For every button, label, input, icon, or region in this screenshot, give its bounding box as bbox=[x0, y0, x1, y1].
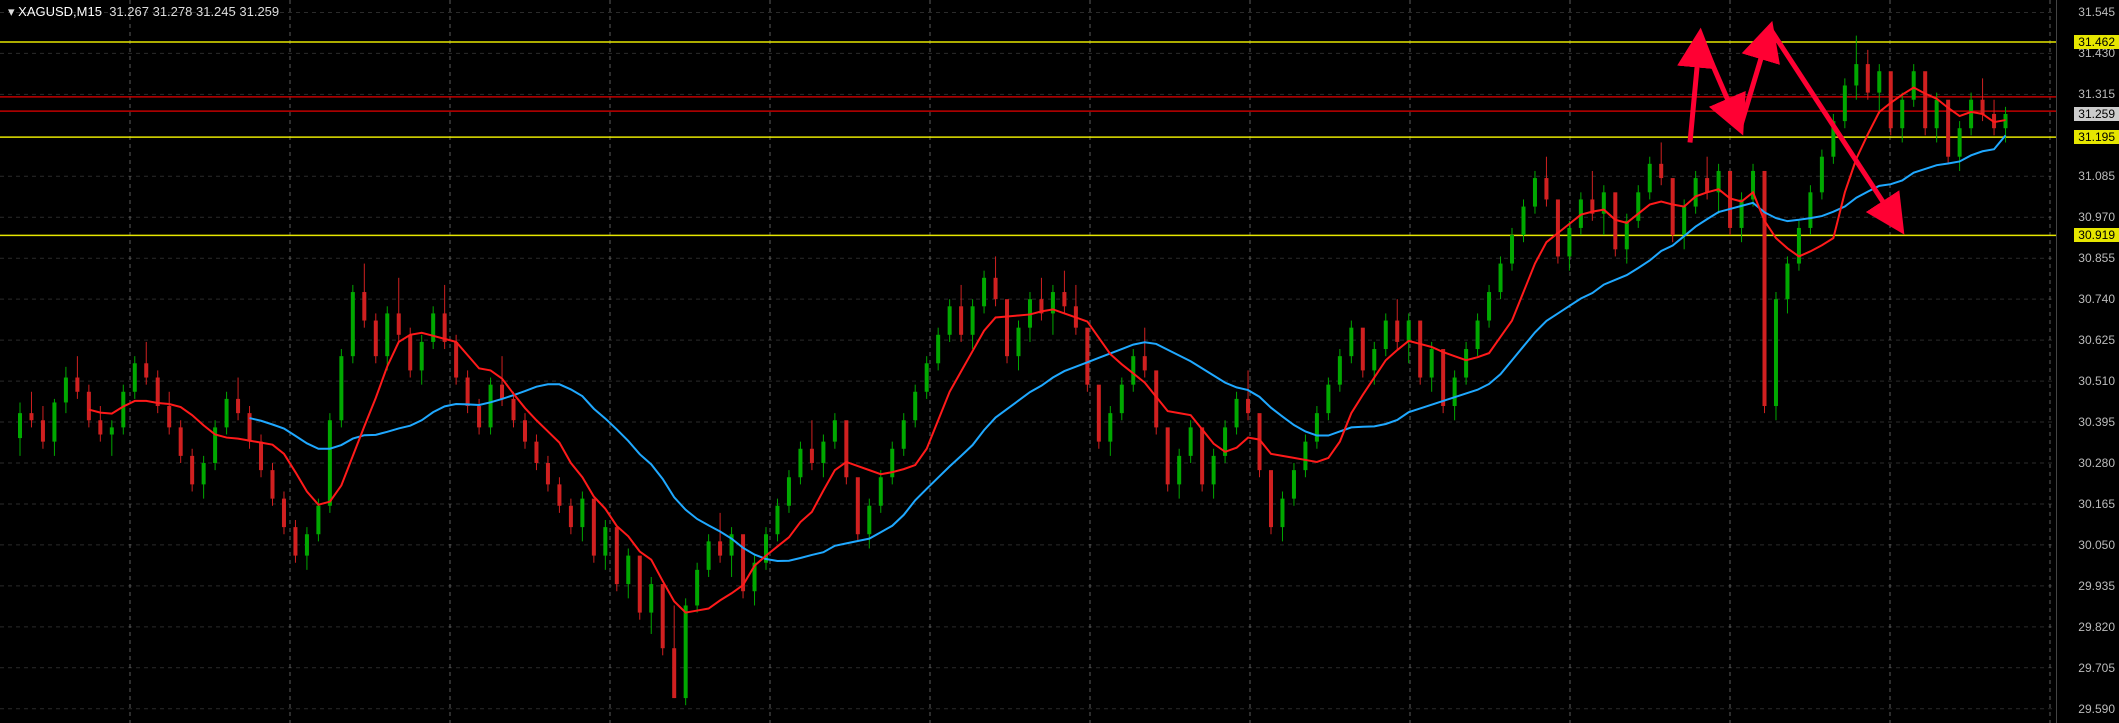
price-tick: 31.545 bbox=[2078, 5, 2115, 19]
price-tick: 30.740 bbox=[2078, 292, 2115, 306]
ohlc-open: 31.267 bbox=[109, 4, 149, 19]
price-tick: 30.625 bbox=[2078, 333, 2115, 347]
price-level-label: 31.462 bbox=[2074, 35, 2119, 49]
price-tick: 30.395 bbox=[2078, 415, 2115, 429]
ohlc-high: 31.278 bbox=[153, 4, 193, 19]
ohlc-close: 31.259 bbox=[239, 4, 279, 19]
chart-container[interactable]: ▾ XAGUSD,M15 31.267 31.278 31.245 31.259… bbox=[0, 0, 2119, 723]
price-tick: 30.050 bbox=[2078, 538, 2115, 552]
chart-plot[interactable] bbox=[0, 0, 2119, 723]
price-tick: 30.280 bbox=[2078, 456, 2115, 470]
price-tick: 30.970 bbox=[2078, 210, 2115, 224]
price-level-label: 31.259 bbox=[2074, 107, 2119, 121]
price-level-label: 30.919 bbox=[2074, 228, 2119, 242]
price-tick: 29.705 bbox=[2078, 661, 2115, 675]
price-tick: 30.165 bbox=[2078, 497, 2115, 511]
chevron-down-icon: ▾ bbox=[8, 4, 15, 19]
price-tick: 29.935 bbox=[2078, 579, 2115, 593]
price-tick: 31.085 bbox=[2078, 169, 2115, 183]
price-tick: 31.315 bbox=[2078, 87, 2115, 101]
price-tick: 30.510 bbox=[2078, 374, 2115, 388]
price-level-label: 31.195 bbox=[2074, 130, 2119, 144]
price-tick: 29.820 bbox=[2078, 620, 2115, 634]
price-tick: 30.855 bbox=[2078, 251, 2115, 265]
ohlc-low: 31.245 bbox=[196, 4, 236, 19]
symbol-ohlc-label: ▾ XAGUSD,M15 31.267 31.278 31.245 31.259 bbox=[8, 4, 279, 20]
price-axis: 31.54531.43031.31531.08530.97030.85530.7… bbox=[2056, 0, 2119, 723]
symbol-name: XAGUSD,M15 bbox=[18, 4, 102, 19]
price-tick: 29.590 bbox=[2078, 702, 2115, 716]
